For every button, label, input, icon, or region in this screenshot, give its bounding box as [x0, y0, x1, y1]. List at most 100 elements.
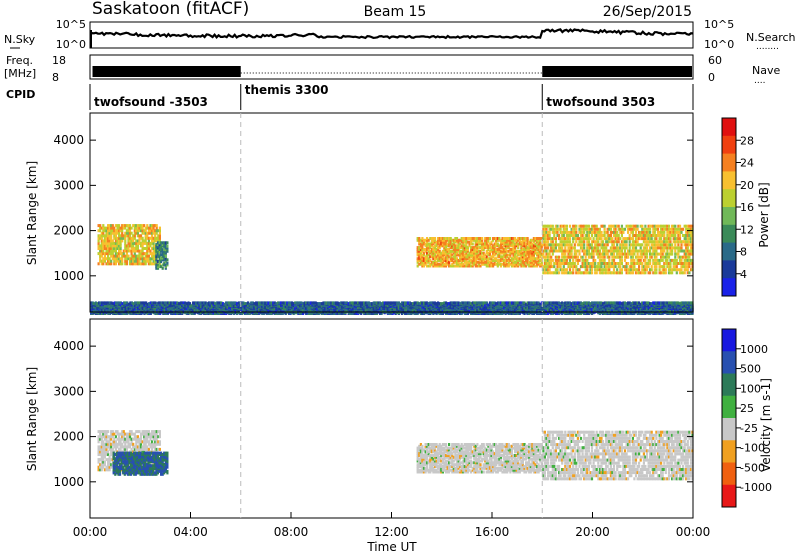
power-cell	[444, 240, 448, 244]
power-cell	[127, 249, 130, 253]
power-cell	[655, 271, 658, 275]
power-cell	[158, 234, 161, 238]
power-cell	[507, 237, 510, 240]
power-cell	[554, 230, 557, 234]
power-cell	[616, 240, 619, 244]
power-cell	[149, 229, 152, 233]
power-cell	[102, 241, 105, 245]
power-cell	[116, 301, 119, 305]
power-cell	[572, 271, 575, 275]
power-cell	[433, 255, 437, 259]
power-cell	[595, 237, 598, 241]
power-cell	[603, 262, 606, 265]
power-cell	[144, 252, 147, 256]
power-cell	[550, 246, 553, 250]
power-cell	[531, 259, 534, 262]
power-cell	[121, 234, 124, 238]
power-cell	[422, 257, 426, 261]
power-cell	[155, 254, 158, 258]
power-cell	[586, 268, 589, 272]
power-cell	[468, 264, 471, 268]
power-cell	[154, 259, 157, 263]
power-cell	[426, 259, 429, 262]
power-cell	[674, 227, 677, 231]
power-cell	[589, 262, 592, 265]
power-cell	[564, 262, 567, 265]
power-cell	[639, 271, 642, 275]
power-cell	[506, 238, 509, 242]
power-cell	[649, 230, 652, 234]
power-cell	[490, 248, 493, 251]
power-cell	[620, 249, 623, 253]
power-cell	[645, 249, 649, 253]
power-cell	[675, 246, 678, 250]
power-cell	[669, 237, 672, 241]
power-cell	[108, 231, 111, 235]
power-cell	[645, 240, 649, 244]
power-cell	[154, 247, 157, 250]
power-cell	[545, 227, 548, 231]
power-cell	[501, 240, 504, 244]
power-cell	[512, 246, 515, 250]
power-cell	[601, 246, 605, 250]
power-cell	[166, 249, 169, 253]
power-cell	[451, 246, 454, 250]
power-cell	[548, 234, 551, 237]
power-cell	[448, 260, 451, 264]
power-cell	[147, 231, 150, 235]
power-cell	[592, 246, 595, 250]
power-cell	[611, 230, 614, 234]
power-cell	[438, 264, 441, 268]
power-cell	[594, 268, 597, 272]
power-cell	[586, 252, 589, 256]
power-cell	[432, 253, 435, 257]
power-cell	[501, 259, 504, 262]
power-cell	[507, 257, 510, 261]
power-cell	[532, 264, 535, 268]
nsearch-tick-top: 10^5	[704, 18, 734, 31]
power-cell	[100, 249, 103, 253]
power-cell	[634, 255, 638, 259]
power-cell	[459, 242, 462, 246]
power-cell	[628, 246, 631, 250]
power-cell	[515, 244, 518, 248]
power-cell	[528, 248, 531, 251]
power-cell	[616, 252, 619, 256]
power-cell	[107, 308, 110, 312]
power-cell	[455, 259, 459, 262]
power-cell	[605, 252, 608, 256]
power-cell	[612, 249, 616, 253]
power-cell	[503, 255, 506, 259]
power-cell	[520, 255, 523, 259]
power-cell	[102, 234, 105, 238]
power-cell	[688, 237, 691, 241]
power-cell	[512, 242, 515, 246]
power-cell	[503, 262, 506, 266]
power-cell	[578, 249, 581, 253]
power-cell	[512, 244, 515, 248]
power-cell	[444, 249, 448, 253]
power-cell	[525, 259, 528, 262]
power-cell	[590, 243, 594, 247]
power-cell	[590, 265, 594, 269]
power-cell	[685, 249, 688, 253]
power-cell	[507, 253, 510, 257]
power-cell	[605, 271, 608, 275]
power-cell	[113, 234, 116, 238]
power-cell	[532, 240, 535, 244]
power-cell	[545, 265, 548, 269]
power-cell	[499, 264, 503, 268]
power-cell	[154, 244, 157, 248]
power-cell	[568, 265, 572, 269]
power-cell	[138, 239, 141, 243]
power-cell	[545, 249, 548, 253]
power-cell	[102, 259, 105, 263]
power-cell	[507, 242, 510, 246]
power-cell	[666, 227, 669, 231]
power-cell	[124, 224, 127, 228]
power-cell	[550, 265, 553, 269]
power-cell	[427, 249, 430, 253]
power-cell	[419, 253, 422, 257]
power-cell	[686, 258, 689, 262]
power-cell	[432, 257, 435, 261]
